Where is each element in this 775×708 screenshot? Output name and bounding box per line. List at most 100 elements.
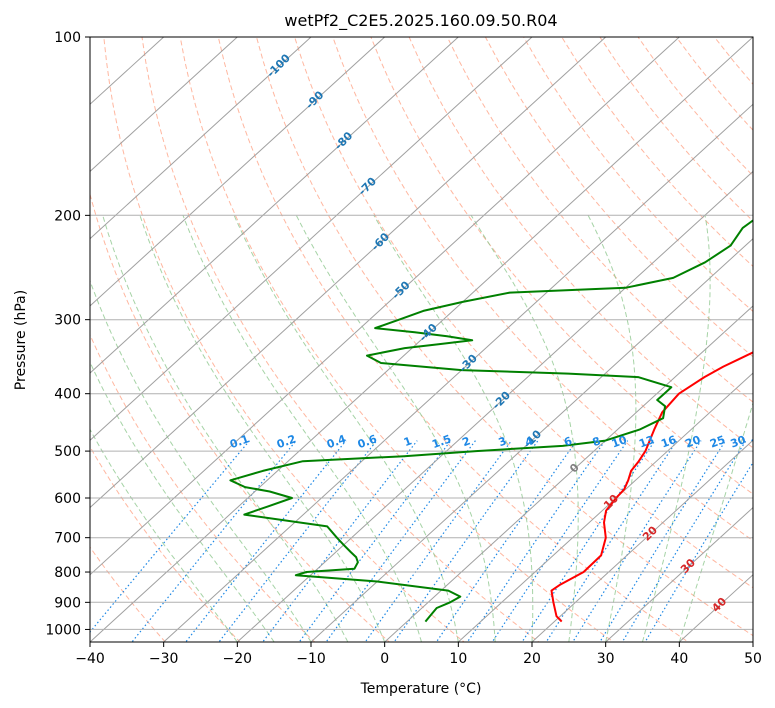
y-tick-label: 200 [54,208,81,224]
moist-adiabat-line [90,279,312,642]
mixing-ratio-label: 1.5 [430,432,453,451]
y-tick-label: 600 [54,491,81,507]
x-tick-label: −40 [75,651,105,667]
isotherm-line [90,37,680,576]
plot-frame [89,36,754,643]
x-tick-label: 10 [449,651,467,667]
x-tick-label: −30 [149,651,179,667]
dry-adiabat-line [408,37,753,449]
mixing-ratio-label: 25 [708,433,727,450]
mixing-ratio-label: 3 [497,434,509,449]
moist-adiabat-line [233,215,459,642]
dry-adiabat-line [179,37,615,642]
isotherm-line [90,37,607,509]
mixing-ratio-label: 36 [749,433,768,451]
dry-adiabat-line [103,37,465,642]
x-tick-label: −20 [223,651,253,667]
mixing-ratio-line [393,440,539,642]
dry-adiabat-line [599,37,753,222]
dry-adiabat-line [713,37,753,85]
mixing-ratio-line [572,440,702,642]
moist-adiabat-line [182,215,422,642]
moist-adiabat-line [139,215,386,642]
mixing-ratio-label: 0.6 [356,432,379,451]
dry-adiabat-line [90,445,241,642]
isotherm-line [457,372,753,642]
dry-adiabat-line [484,37,753,358]
x-axis: −40 −30 −20 −10 0 10 20 30 40 50 [75,642,762,667]
moist-adiabat-line [642,215,711,642]
y-tick-label: 900 [54,595,81,611]
mixing-ratio-line [298,440,452,642]
moist-adiabat-line [678,401,753,642]
mixing-ratio-label: 6 [562,434,574,449]
dry-adiabat-line [675,37,753,131]
y-tick-label: 800 [54,565,81,581]
dry-adiabat-line [255,37,753,637]
isotherm-line [90,37,533,442]
isotherm-line [90,37,459,374]
y-tick-label: 700 [54,531,81,547]
dry-adiabat-line [90,192,391,642]
mixing-ratio-label: 13 [637,433,656,450]
isotherm-line [90,37,386,307]
isotherm-line [752,641,753,642]
mixing-ratio-line [466,440,606,642]
dry-adiabat-line [637,37,753,177]
x-tick-label: 0 [380,651,389,667]
moist-adiabat-line [102,215,349,642]
isotherm-line [310,237,753,642]
isotherm-line [90,37,312,240]
y-tick-label: 300 [54,313,81,329]
mixing-ratio-labels: 0.1 0.2 0.4 0.6 1 1.5 2 3 4 6 8 10 13 16 20 25 30 36 [228,432,768,451]
mixing-ratio-label: 0.4 [325,432,348,451]
dry-adiabat-line [370,37,753,495]
isotherm-line [531,439,753,642]
mixing-ratio-label: 2 [460,434,472,449]
moist-adiabats [90,215,753,642]
temperature-profile-line [550,351,753,623]
dry-adiabat-line [561,37,753,267]
mixing-ratio-lines [90,440,753,642]
isotherm-line [90,37,753,642]
isotherm-line [384,305,753,642]
dry-adiabat-line [90,546,166,642]
isotherms [90,37,753,642]
mixing-ratio-line [644,461,753,642]
mixing-ratio-line [218,440,378,642]
isotherm-line [605,506,753,642]
x-tick-label: −10 [296,651,326,667]
y-tick-label: 100 [54,30,81,46]
mixing-ratio-line [521,440,656,642]
dry-adiabat-line [141,37,540,642]
profile-series [229,219,753,623]
dry-adiabat-line [217,37,690,642]
plot-area: -100-90-80-70-60-50-40-30-20-10010203040… [90,10,775,654]
mixing-ratio-label: 1 [402,434,414,449]
mixing-ratio-label: 16 [659,433,678,451]
isotherm-line [163,103,753,642]
dry-adiabat-line [446,37,753,403]
mixing-ratio-label: 10 [610,433,629,451]
isotherm-line [90,37,238,173]
isotherm-label: -100 [264,51,293,80]
y-axis: 100 200 300 400 500 600 700 800 900 1000 [45,30,90,638]
mixing-ratio-label: 4 [523,434,535,449]
mixing-ratio-line [491,440,629,642]
mixing-ratio-label: 0.1 [228,432,251,451]
x-tick-label: 20 [523,651,541,667]
isotherm-line [236,170,753,642]
mixing-ratio-line [545,440,678,642]
isobar-gridlines [90,37,753,630]
dry-adiabat-line [332,37,753,542]
dry-adiabat-line [294,37,753,589]
dry-adiabat-line [768,10,775,654]
mixing-ratio-label: 0.2 [275,432,298,451]
mixing-ratio-line [131,440,297,642]
x-tick-label: 30 [597,651,615,667]
y-tick-label: 400 [54,387,81,403]
y-axis-label: Pressure (hPa) [13,290,29,390]
mixing-ratio-line [261,440,418,642]
mixing-ratio-label: 30 [729,433,748,451]
